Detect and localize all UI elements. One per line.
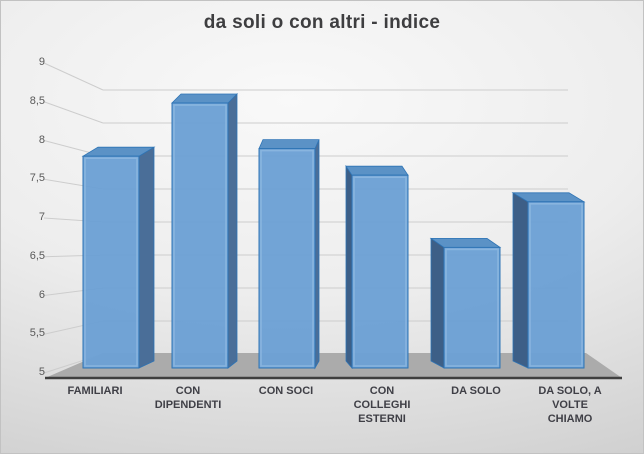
bars (81, 93, 586, 370)
y-tick-label: 9 (38, 56, 45, 68)
bar-front-face (443, 246, 501, 369)
y-tick-label: 8,5 (29, 95, 45, 107)
bar-con-soci[interactable] (258, 139, 320, 370)
x-category-label-con-dipendenti: CON DIPENDENTI (154, 385, 222, 411)
x-category-label-da-solo: DA SOLO (451, 385, 501, 397)
bar-bevel-highlight (529, 203, 583, 367)
bar-bevel-highlight (173, 104, 227, 367)
bar-bevel-highlight (353, 176, 407, 367)
bar-front-face (351, 174, 409, 369)
bar-familiari[interactable] (81, 146, 156, 369)
x-category-label-con-soci: CON SOCI (258, 385, 314, 397)
y-tick-label: 5,5 (29, 327, 45, 339)
y-tick-label: 5 (38, 366, 45, 378)
bar-bevel-highlight (84, 157, 138, 367)
y-tick-label: 7,5 (29, 172, 45, 184)
bar-side-face (138, 146, 155, 369)
bar-bevel-highlight (260, 149, 314, 367)
bar-top-face (345, 165, 409, 176)
chart-title: da soli o con altri - indice (203, 12, 441, 33)
y-tick-label: 6 (38, 289, 45, 301)
bar-side-face (430, 237, 445, 369)
x-category-label-con-colleghi-esterni: CON COLLEGHI ESTERNI (353, 385, 411, 425)
bar-front-face (171, 102, 229, 369)
bar-front-face (527, 201, 585, 369)
gridline-wall-segment (43, 101, 104, 124)
bar-side-face (345, 164, 353, 370)
bar-front-face (82, 155, 140, 369)
bar-da-solo[interactable] (429, 237, 502, 369)
y-tick-label: 7 (38, 211, 45, 223)
bar-top-face (258, 139, 320, 150)
bar-side-face (314, 139, 320, 370)
bar-top-face (429, 237, 502, 248)
bar-front-face (258, 148, 316, 369)
bar-side-face (227, 93, 238, 369)
bar-bevel-highlight (445, 248, 499, 367)
bar-da-solo-a-volte-chiamo[interactable] (511, 192, 586, 369)
y-tick-label: 6,5 (29, 250, 45, 262)
x-category-label-familiari: FAMILIARI (67, 385, 123, 397)
x-category-label-da-solo-a-volte-chiamo: DA SOLO, A VOLTE CHIAMO (538, 385, 602, 425)
bar-side-face (512, 192, 529, 369)
bar-con-dipendenti[interactable] (171, 93, 238, 369)
gridline-wall-segment (43, 62, 104, 91)
y-tick-label: 8 (38, 134, 45, 146)
bar-top-face (171, 93, 238, 104)
bar-con-colleghi-esterni[interactable] (345, 164, 409, 370)
